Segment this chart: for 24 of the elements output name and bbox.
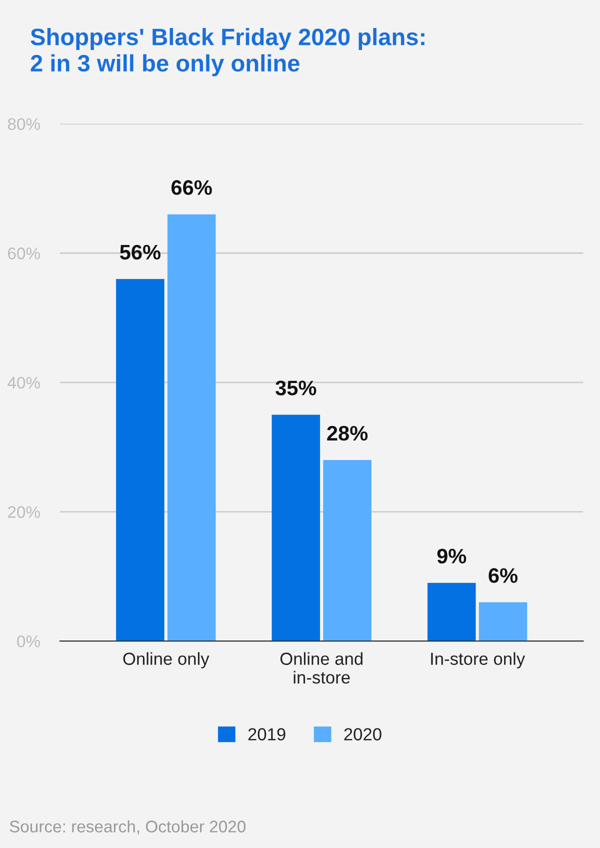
data-label: 6% [488,568,518,583]
x-tick-label: Online and in-store [280,652,362,684]
x-tick-label: In-store only [431,652,526,668]
data-label: 28% [327,426,368,441]
data-label: 9% [437,548,466,564]
y-tick-label: 80% [8,118,40,130]
bar [323,460,372,642]
data-label: 56% [120,244,160,260]
y-tick-label: 0% [17,635,40,648]
data-label: 35% [276,380,316,396]
bar [427,582,476,642]
chart-title: Shoppers' Black Friday 2020 plans: 2 in 3 will be only online [30,28,424,76]
source-note: Source: research, October 2020 [10,820,246,834]
data-label: 66% [171,180,212,195]
y-tick-label: 40% [8,376,40,389]
bar [167,214,216,642]
bar [478,602,528,642]
bar [116,278,164,642]
x-tick-label: Online only [123,652,210,668]
legend-label: 2019 [248,728,286,740]
bar [272,414,320,642]
legend-label: 2020 [344,728,382,740]
y-tick-label: 60% [8,248,40,260]
y-tick-label: 20% [8,506,40,518]
